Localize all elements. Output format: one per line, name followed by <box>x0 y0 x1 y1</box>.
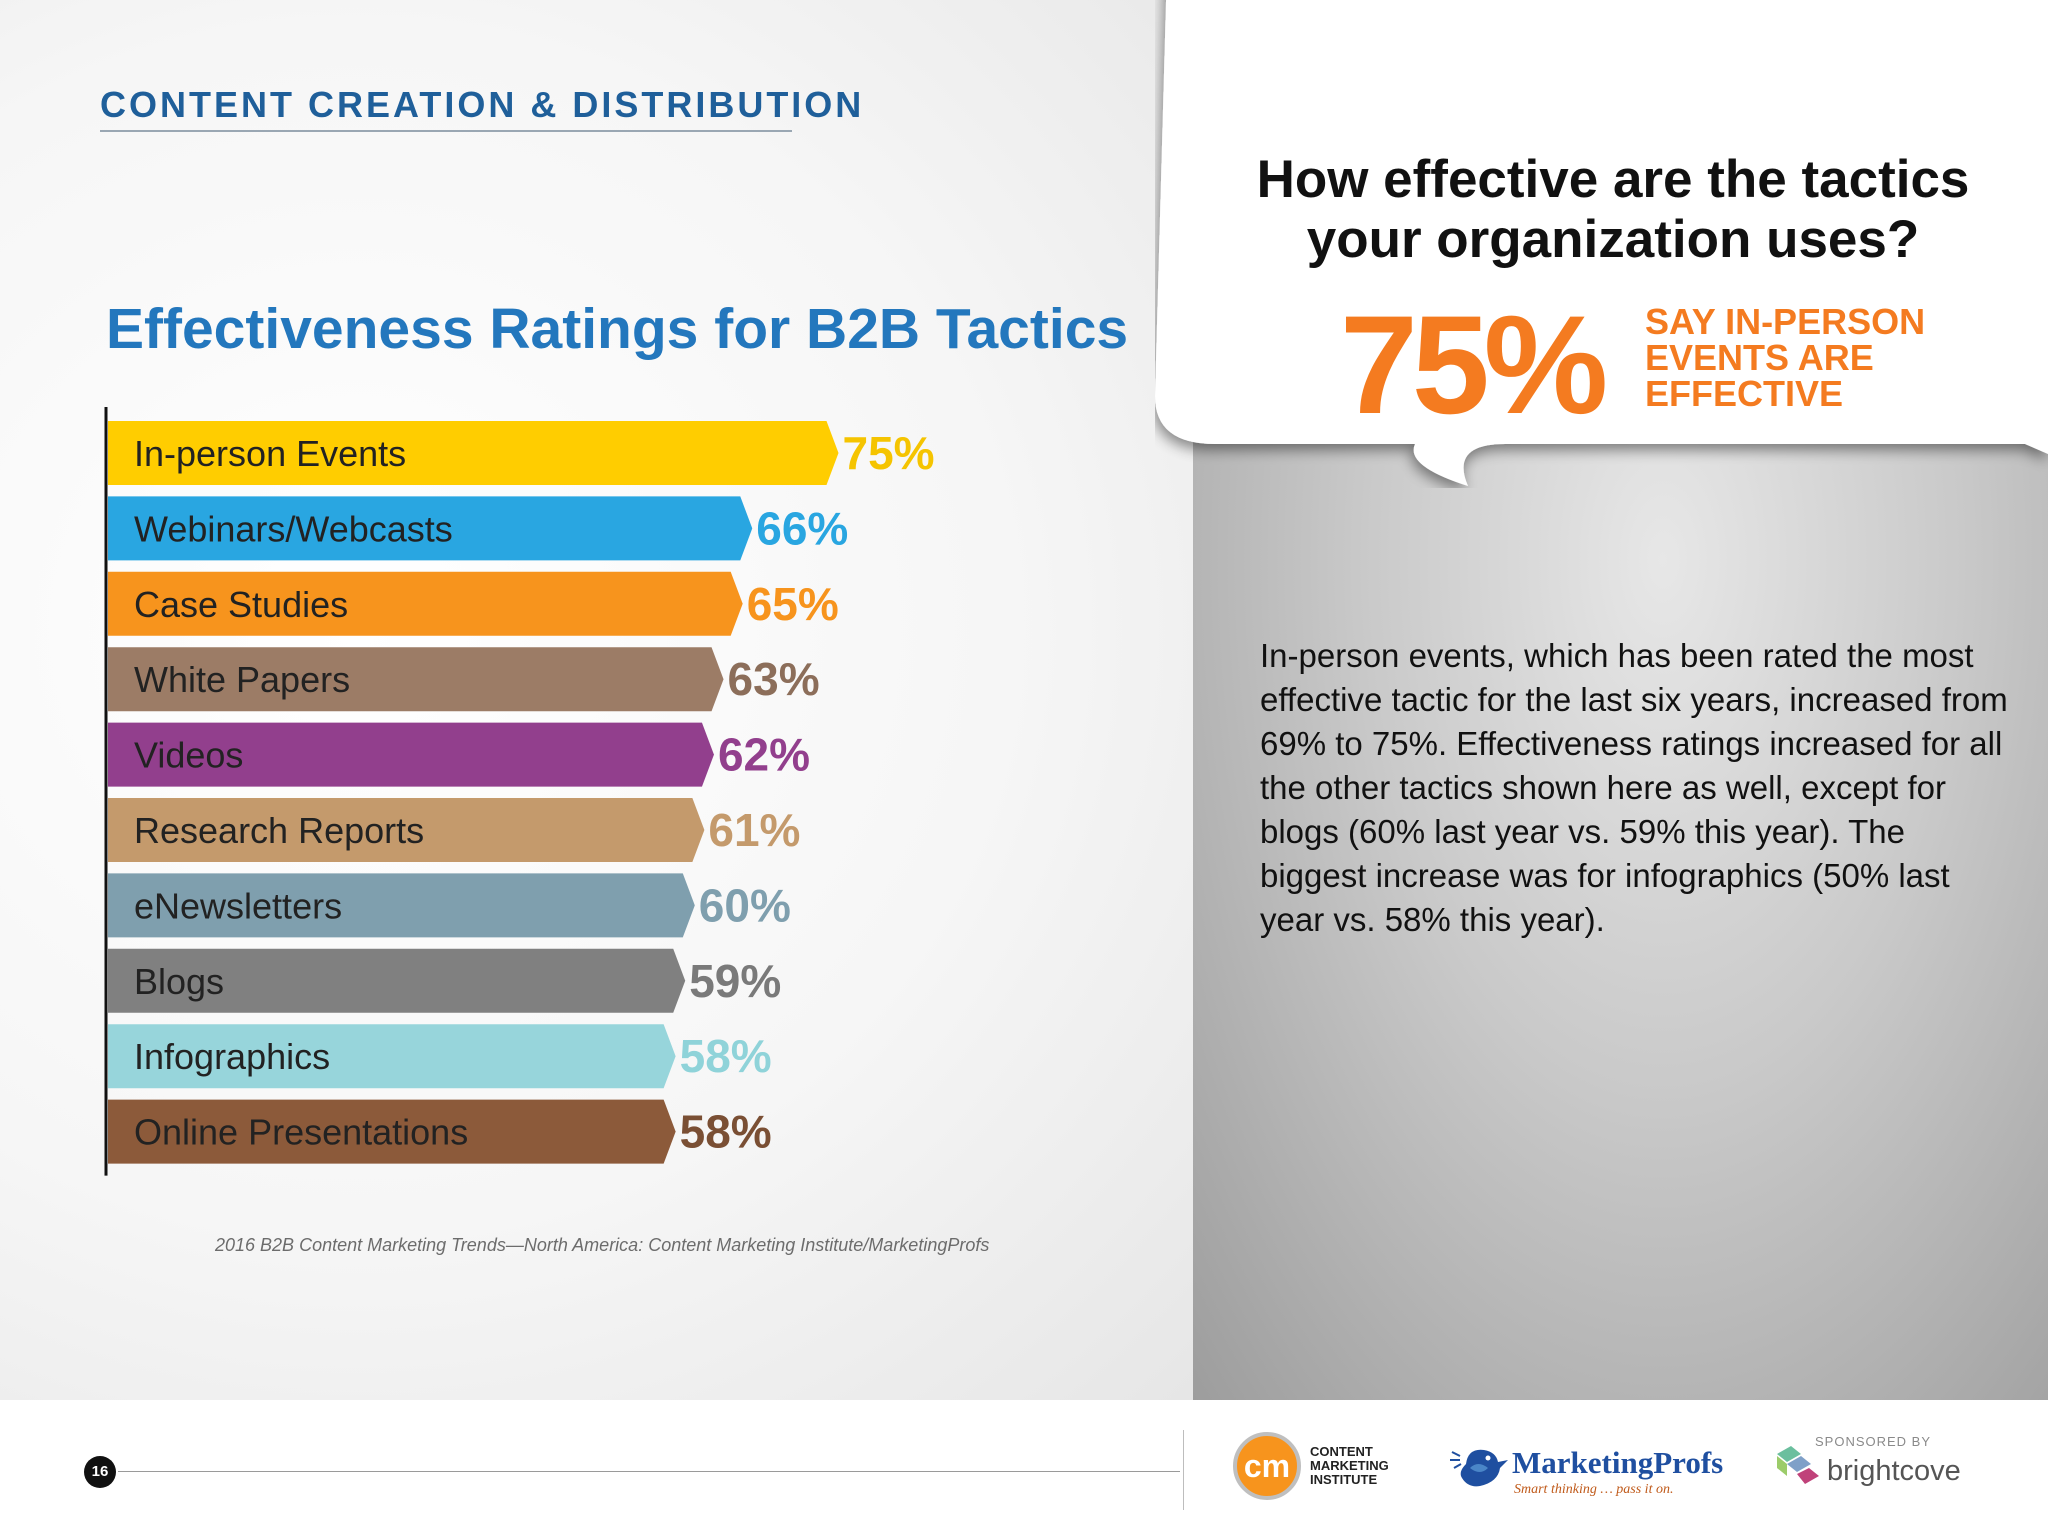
callout-question: How effective are the tactics your organ… <box>1256 150 1970 269</box>
bar <box>108 647 724 712</box>
category-label: Infographics <box>134 1036 330 1077</box>
value-label: 63% <box>728 653 820 705</box>
speech-bubble <box>1155 0 2048 486</box>
bar <box>108 1099 676 1164</box>
callout-stat-label: SAY IN-PERSON EVENTS ARE EFFECTIVE <box>1645 301 1926 414</box>
body-text: In-person events, which has been rated t… <box>1260 637 2008 938</box>
section-header: CONTENT CREATION & DISTRIBUTION <box>100 84 865 125</box>
value-label: 62% <box>718 729 810 781</box>
source-citation: 2016 B2B Content Marketing Trends—North … <box>215 1235 990 1255</box>
category-label: Case Studies <box>134 584 348 625</box>
cmi-name-line: INSTITUTE <box>1310 1472 1378 1487</box>
brightcove-logo-icon <box>1777 1446 1819 1484</box>
bar <box>108 798 705 862</box>
value-label: 66% <box>756 502 848 554</box>
section-underline <box>100 130 792 132</box>
bar <box>108 722 714 787</box>
bar <box>108 571 743 636</box>
cmi-name: CONTENT MARKETING INSTITUTE <box>1310 1445 1389 1487</box>
value-label: 60% <box>699 879 791 931</box>
chart-title: Effectiveness Ratings for B2B Tactics <box>106 297 1129 361</box>
cmi-logo: cm <box>1233 1432 1301 1500</box>
cmi-name-line: CONTENT <box>1310 1444 1373 1459</box>
marketingprofs-name: MarketingProfs <box>1512 1445 1724 1480</box>
cmi-name-line: MARKETING <box>1310 1458 1389 1473</box>
value-label: 59% <box>689 955 781 1007</box>
footer <box>0 1400 2048 1536</box>
category-label: Online Presentations <box>134 1112 468 1153</box>
category-label: Blogs <box>134 961 224 1002</box>
footer-rule <box>118 1471 1180 1472</box>
value-label: 75% <box>843 427 935 479</box>
category-label: In-person Events <box>134 433 406 474</box>
sponsored-by-label: SPONSORED BY <box>1815 1434 1932 1449</box>
bar <box>108 1024 676 1089</box>
bar <box>108 421 839 485</box>
value-label: 65% <box>747 578 839 630</box>
value-label: 58% <box>680 1030 772 1082</box>
bar <box>108 948 686 1013</box>
value-label: 58% <box>680 1106 772 1158</box>
callout-stat: 75% <box>1340 286 1608 443</box>
page-number: 16 <box>84 1456 116 1488</box>
bar <box>108 873 695 938</box>
marketingprofs-bird-icon <box>1450 1449 1508 1487</box>
category-label: Webinars/Webcasts <box>134 508 453 549</box>
bar-chart: In-person Events 75% Webinars/Webcasts 66% C… <box>104 407 935 1176</box>
marketingprofs-tagline: Smart thinking … pass it on. <box>1514 1482 1674 1497</box>
footer-divider <box>1183 1430 1184 1510</box>
category-label: Research Reports <box>134 810 424 851</box>
category-label: White Papers <box>134 659 350 700</box>
category-label: Videos <box>134 735 243 776</box>
brightcove-name: brightcove <box>1827 1455 1961 1487</box>
category-label: eNewsletters <box>134 885 342 926</box>
value-label: 61% <box>708 804 800 856</box>
bar <box>108 496 753 561</box>
